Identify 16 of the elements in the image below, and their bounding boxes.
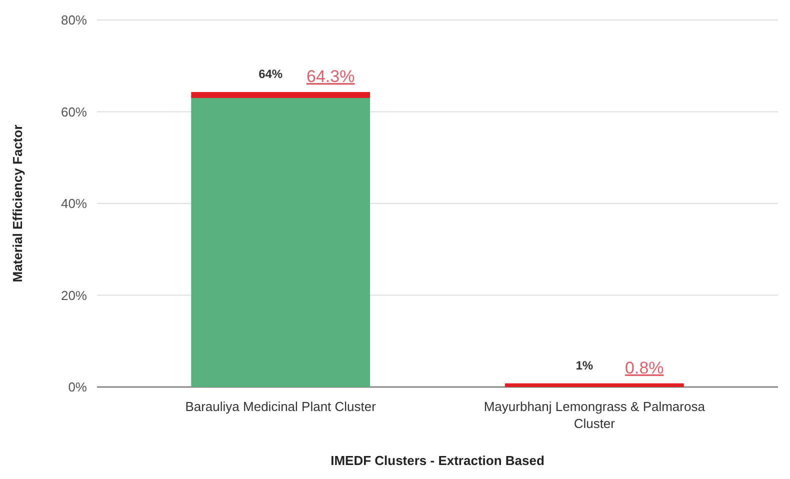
total-label: 64% — [258, 67, 283, 82]
total-label: 1% — [576, 358, 594, 372]
y-tick-label: 60% — [60, 104, 88, 120]
y-axis-title: Material Efficiency Factor — [10, 124, 25, 282]
x-tick-label: Mayurbhanj Lemongrass & Palmarosa Cluster — [484, 399, 706, 431]
bar — [191, 92, 370, 98]
bar — [504, 383, 684, 387]
bar — [191, 98, 370, 387]
annotation: 0.8% — [625, 358, 664, 378]
x-axis-title: IMEDF Clusters - Extraction Based — [330, 453, 544, 468]
y-tick-label: 20% — [60, 288, 88, 303]
y-tick-label: 0% — [68, 380, 88, 395]
annotation: 64.3% — [306, 67, 355, 86]
x-tick-label: Barauliya Medicinal Plant Cluster — [185, 399, 377, 414]
y-tick-label: 80% — [60, 12, 88, 28]
y-tick-label: 40% — [60, 196, 88, 212]
